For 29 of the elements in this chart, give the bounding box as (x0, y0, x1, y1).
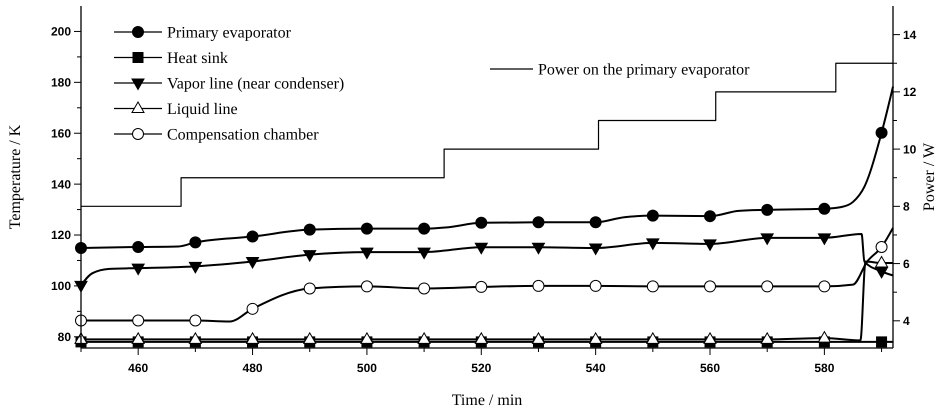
legend-label: Vapor line (near condenser) (167, 76, 344, 93)
y2-tick-label: 8 (903, 200, 910, 214)
y2-tick-label: 14 (903, 28, 917, 42)
x-tick-label: 520 (471, 361, 492, 375)
x-tick-label: 500 (356, 361, 378, 375)
y-tick-label: 100 (50, 279, 72, 294)
legend-label: Heat sink (167, 50, 228, 68)
y2-tick-label: 6 (903, 256, 910, 271)
y-tick-label: 80 (58, 330, 72, 344)
x-tick-label: 480 (242, 361, 263, 375)
x-tick-label: 560 (700, 361, 720, 375)
y-axis-title: Temperature / K (7, 124, 24, 230)
legend-label: Primary evaporator (167, 24, 292, 42)
x-tick-label: 540 (586, 361, 606, 375)
y2-tick-label: 12 (903, 85, 917, 100)
y-tick-label: 200 (50, 24, 72, 39)
legend-label: Liquid line (167, 101, 238, 118)
legend-label: Power on the primary evaporator (538, 62, 750, 79)
y2-axis-title: Power / W (921, 142, 938, 212)
y2-tick-label: 4 (903, 314, 910, 328)
y-tick-label: 160 (50, 126, 72, 140)
y-tick-label: 140 (50, 177, 72, 192)
y-tick-label: 180 (50, 76, 72, 90)
x-axis-title: Time / min (452, 392, 522, 409)
x-tick-label: 460 (128, 361, 149, 375)
x-tick-label: 580 (814, 361, 835, 375)
y2-tick-label: 10 (903, 142, 917, 156)
y-tick-label: 120 (50, 228, 72, 242)
legend-label: Compensation chamber (167, 126, 320, 144)
